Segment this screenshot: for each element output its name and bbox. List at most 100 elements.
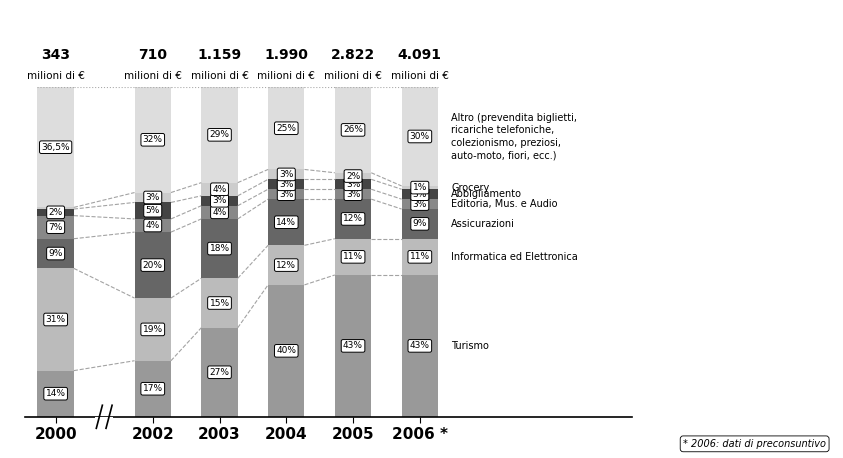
Text: 40%: 40% [277,346,296,355]
Text: 11%: 11% [410,252,430,262]
Bar [335,180,371,189]
Text: 3%: 3% [212,196,227,205]
Text: 3%: 3% [279,180,293,189]
Bar [268,285,304,417]
Text: 12%: 12% [277,261,296,270]
Bar [135,219,171,232]
Text: 11%: 11% [343,252,363,262]
Text: 3%: 3% [279,190,293,199]
Bar [135,87,171,192]
Text: 43%: 43% [343,341,363,350]
Bar [401,239,438,275]
Text: 4%: 4% [146,221,160,230]
Text: 4.091: 4.091 [398,48,442,62]
Text: milioni di €: milioni di € [124,71,182,81]
Bar [268,199,304,245]
Text: 43%: 43% [410,341,430,350]
Bar [37,87,74,207]
Bar [201,196,238,206]
Text: 1.990: 1.990 [265,48,309,62]
Bar [268,245,304,285]
Bar [335,199,371,239]
Text: milioni di €: milioni di € [27,71,84,81]
Bar [335,275,371,417]
Text: 15%: 15% [209,299,229,307]
Bar [37,371,74,417]
Text: 2%: 2% [346,172,360,180]
Text: 4%: 4% [212,185,227,194]
Bar [95,417,113,430]
Bar [268,189,304,199]
Bar [201,87,238,183]
Bar [401,186,438,189]
Text: 343: 343 [41,48,70,62]
Text: 14%: 14% [277,218,296,227]
Bar [37,239,74,268]
Bar [401,209,438,239]
Bar [335,189,371,199]
Bar [268,87,304,169]
Text: 19%: 19% [142,325,163,334]
Text: 3%: 3% [346,180,360,189]
Text: 27%: 27% [210,368,229,377]
Text: Altro (prevendita biglietti,
ricariche telefoniche,
colezionismo, preziosi,
auto: Altro (prevendita biglietti, ricariche t… [451,113,577,160]
Text: 20%: 20% [142,261,163,270]
Bar [268,180,304,189]
Text: 1.159: 1.159 [197,48,242,62]
Bar [37,216,74,239]
Text: 2.822: 2.822 [331,48,375,62]
Bar [201,219,238,278]
Text: 3%: 3% [412,200,427,208]
Bar [401,87,438,186]
Bar [401,275,438,417]
Text: 3%: 3% [412,190,427,199]
Bar [135,232,171,298]
Text: 29%: 29% [210,131,229,139]
Bar [201,278,238,328]
Text: milioni di €: milioni di € [257,71,315,81]
Bar [335,173,371,180]
Text: 9%: 9% [48,249,63,258]
Bar [135,202,171,219]
Text: 9%: 9% [412,219,427,229]
Text: 3%: 3% [279,170,293,179]
Text: 31%: 31% [46,315,66,324]
Text: 18%: 18% [209,244,229,253]
Text: 12%: 12% [343,214,363,224]
Text: 710: 710 [138,48,167,62]
Text: * 2006: dati di preconsuntivo: * 2006: dati di preconsuntivo [683,439,826,449]
Text: milioni di €: milioni di € [191,71,249,81]
Bar [201,183,238,196]
Text: Assicurazioni: Assicurazioni [451,219,515,229]
Text: 5%: 5% [146,206,160,215]
Bar [335,87,371,173]
Text: Informatica ed Elettronica: Informatica ed Elettronica [451,252,578,262]
Text: 30%: 30% [410,132,430,141]
Text: Abbigliamento: Abbigliamento [451,189,523,199]
Text: milioni di €: milioni di € [391,71,448,81]
Bar [37,209,74,216]
Text: 3%: 3% [146,193,160,202]
Text: Grocery: Grocery [451,183,490,193]
Text: 17%: 17% [142,384,163,393]
Text: 7%: 7% [48,223,63,232]
Text: Editoria, Mus. e Audio: Editoria, Mus. e Audio [451,199,558,209]
Bar [201,206,238,219]
Text: 3%: 3% [346,190,360,199]
Bar [135,361,171,417]
Bar [135,192,171,202]
Bar [37,268,74,371]
Bar [268,169,304,180]
Text: 25%: 25% [277,124,296,133]
Text: 36,5%: 36,5% [41,143,70,152]
Text: 26%: 26% [343,125,363,134]
Bar [135,298,171,361]
Text: Turismo: Turismo [451,341,489,351]
Bar [201,328,238,417]
Bar [401,189,438,199]
Text: 32%: 32% [142,135,163,144]
Text: 4%: 4% [212,208,227,217]
Bar [335,239,371,275]
Text: 2%: 2% [49,208,62,217]
Bar [401,199,438,209]
